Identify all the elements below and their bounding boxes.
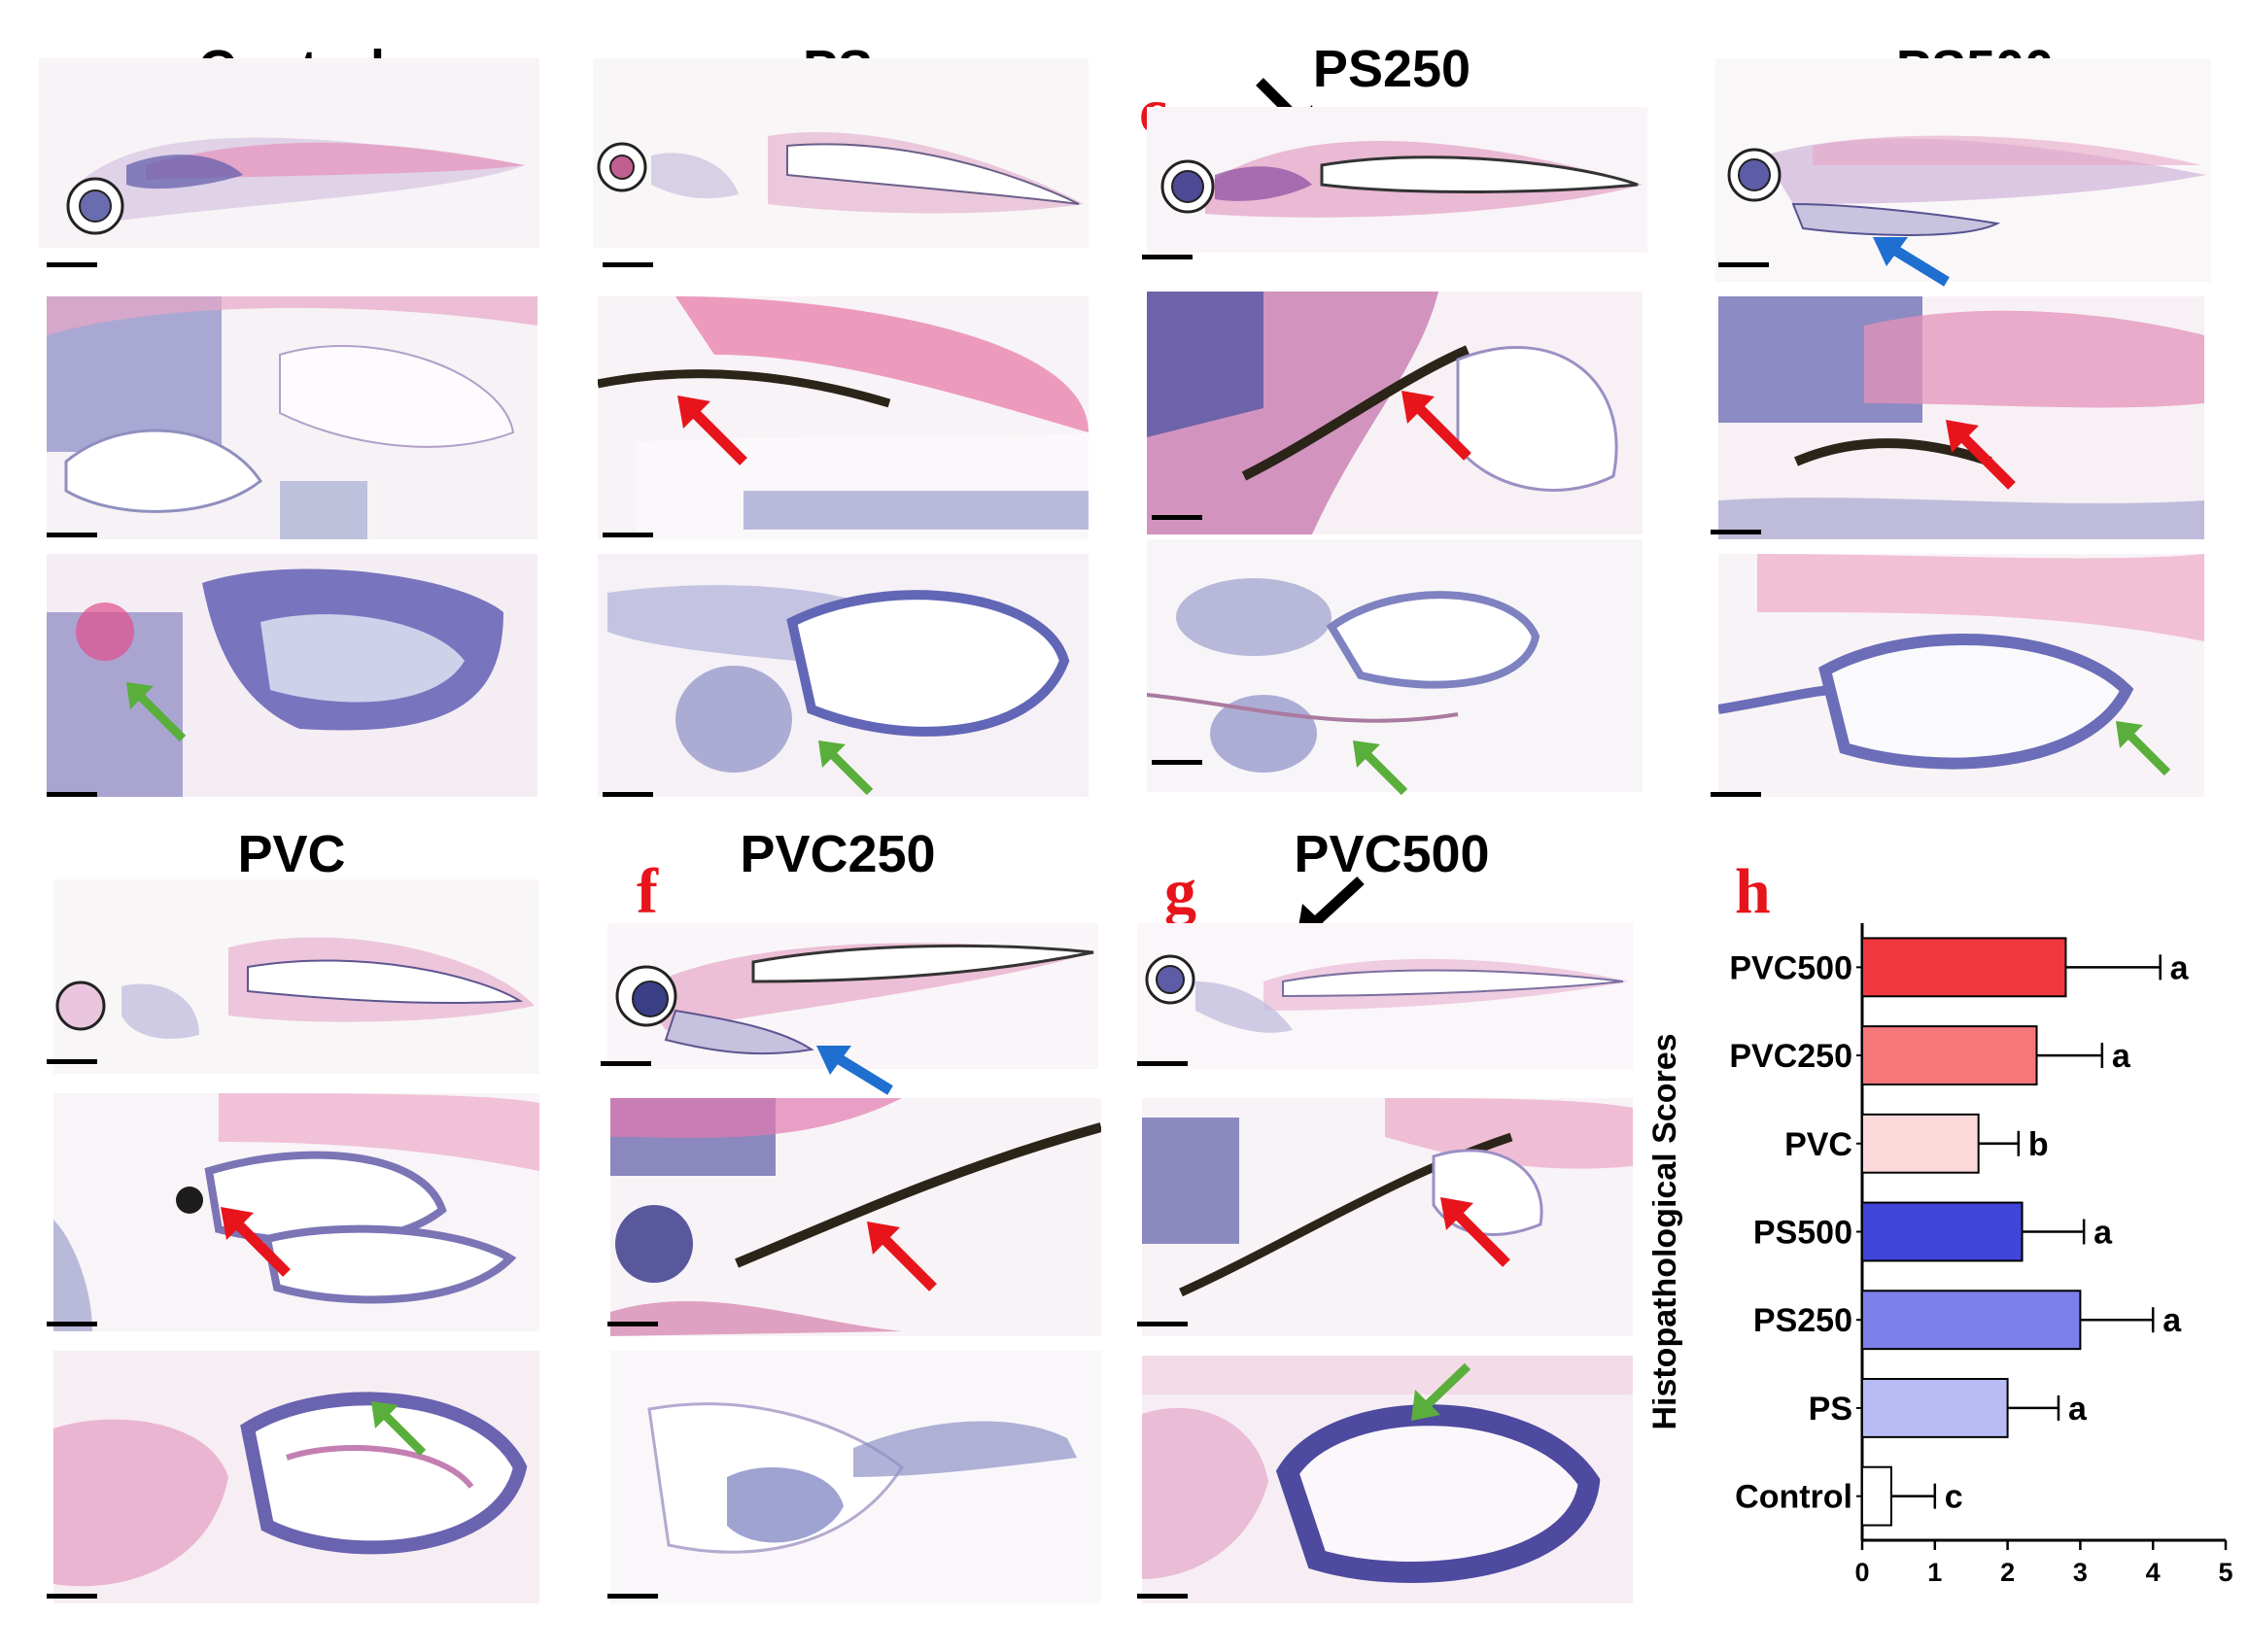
bar-pvc250: [1861, 1025, 2038, 1086]
significance-label-pvc250: a: [2112, 1038, 2131, 1075]
panel-b-histology-image-1: [598, 296, 1089, 539]
panel-e-scale-bar-3: [47, 1594, 97, 1599]
panel-b-histology-image-2: [598, 554, 1089, 797]
panel-d-histology-image-2: [1718, 554, 2204, 797]
panel-a-green-arrow-icon: [126, 682, 187, 742]
panel-b-red-arrow-icon: [677, 396, 747, 465]
x-tick-label: 0: [1854, 1558, 1869, 1587]
category-label-control: Control: [1735, 1479, 1852, 1516]
panel-e-histology-image-1: [53, 1093, 539, 1331]
category-label-ps250: PS250: [1753, 1302, 1852, 1339]
y-axis-title: Histopathological Scores: [1652, 1033, 1683, 1429]
panel-d-whole-fish-image: [1715, 58, 2211, 282]
panel-e-whole-fish-image: [53, 879, 539, 1074]
panel-g-scale-bar-3: [1137, 1594, 1188, 1599]
panel-f-letter: f: [637, 856, 658, 927]
panel-a-histology-image-2: [47, 554, 537, 797]
category-label-ps: PS: [1809, 1391, 1852, 1428]
x-tick-label: 5: [2218, 1558, 2232, 1587]
panel-b-scale-bar-3: [603, 792, 653, 797]
panel-a-scale-bar-1: [47, 262, 97, 267]
significance-label-pvc: b: [2028, 1126, 2049, 1163]
category-label-pvc: PVC: [1784, 1126, 1852, 1163]
panel-f-histology-image-2: [610, 1351, 1101, 1603]
panel-e-red-arrow-icon: [221, 1207, 291, 1277]
panel-f-scale-bar-2: [607, 1322, 658, 1326]
x-tick-label: 3: [2073, 1558, 2088, 1587]
panel-a-scale-bar-3: [47, 792, 97, 797]
panel-g-scale-bar-2: [1137, 1322, 1188, 1326]
bar-ps: [1861, 1377, 2009, 1438]
panel-d-scale-bar-2: [1711, 530, 1761, 534]
panel-g-whole-fish-image: [1137, 923, 1633, 1069]
panel-b-scale-bar-1: [603, 262, 653, 267]
bar-pvc500: [1861, 937, 2067, 998]
significance-label-ps: a: [2068, 1391, 2088, 1428]
panel-d-green-arrow-icon: [2116, 721, 2171, 776]
x-tick-label: 4: [2146, 1558, 2161, 1587]
bar-control: [1861, 1465, 1892, 1527]
panel-g-title: PVC500: [1294, 825, 1490, 883]
panel-b-whole-fish-image: [593, 58, 1089, 248]
panel-c-histology-image-2: [1147, 539, 1643, 792]
category-label-ps500: PS500: [1753, 1215, 1852, 1252]
histopathological-score-chart: PVC500 a PVC250 a PVC b PS500 a PS250 a PS a Control…: [1652, 923, 2233, 1587]
panel-a-scale-bar-2: [47, 533, 97, 537]
panel-e-green-arrow-icon: [371, 1401, 427, 1457]
significance-label-pvc500: a: [2170, 949, 2190, 986]
panel-a-histology-image-1: [47, 296, 537, 539]
panel-d-scale-bar-3: [1711, 792, 1761, 797]
significance-label-control: c: [1945, 1479, 1963, 1516]
panel-c-scale-bar-1: [1142, 255, 1193, 259]
significance-label-ps250: a: [2162, 1302, 2182, 1339]
x-tick-label: 2: [2000, 1558, 2015, 1587]
panel-c-green-arrow-icon: [1353, 740, 1408, 796]
panel-c-scale-bar-3: [1152, 760, 1202, 765]
significance-label-ps500: a: [2093, 1215, 2113, 1252]
panel-g-letter: g: [1164, 856, 1196, 927]
panel-f-scale-bar-3: [607, 1594, 658, 1599]
panel-d-scale-bar-1: [1718, 262, 1769, 267]
panel-g-histology-image-1: [1142, 1098, 1633, 1336]
panel-f-title: PVC250: [740, 825, 936, 883]
panel-h-letter: h: [1735, 856, 1771, 927]
category-label-pvc250: PVC250: [1729, 1038, 1852, 1075]
panel-d-blue-arrow-icon: [1873, 237, 1950, 287]
panel-f-blue-arrow-icon: [816, 1046, 893, 1095]
panel-e-title: PVC: [237, 825, 346, 883]
panel-d-red-arrow-icon: [1946, 420, 2016, 490]
panel-f-whole-fish-image: [607, 923, 1098, 1069]
panel-c-histology-image-1: [1147, 292, 1643, 534]
panel-f-red-arrow-icon: [867, 1222, 937, 1291]
bar-pvc: [1861, 1113, 1980, 1174]
x-tick-label: 1: [1927, 1558, 1942, 1587]
panel-g-scale-bar-1: [1137, 1061, 1188, 1066]
panel-c-title: PS250: [1312, 40, 1471, 98]
panel-g-red-arrow-icon: [1440, 1197, 1510, 1267]
category-label-pvc500: PVC500: [1729, 949, 1852, 986]
panel-f-scale-bar-1: [601, 1061, 651, 1066]
panel-c-scale-bar-2: [1152, 515, 1202, 520]
panel-g-green-arrow-icon: [1411, 1362, 1471, 1421]
panel-c-whole-fish-image: [1147, 107, 1647, 253]
panel-e-scale-bar-2: [47, 1322, 97, 1326]
bar-ps500: [1861, 1201, 2024, 1262]
panel-b-scale-bar-2: [603, 533, 653, 537]
bar-ps250: [1861, 1290, 2082, 1351]
panel-g-histology-image-2: [1142, 1356, 1633, 1603]
panel-e-histology-image-2: [53, 1351, 539, 1603]
panel-e-scale-bar-1: [47, 1059, 97, 1064]
panel-b-green-arrow-icon: [818, 740, 874, 796]
panel-d-histology-image-1: [1718, 296, 2204, 539]
panel-c-red-arrow-icon: [1401, 391, 1471, 461]
panel-a-whole-fish-image: [39, 58, 539, 248]
panel-f-histology-image-1: [610, 1098, 1101, 1336]
